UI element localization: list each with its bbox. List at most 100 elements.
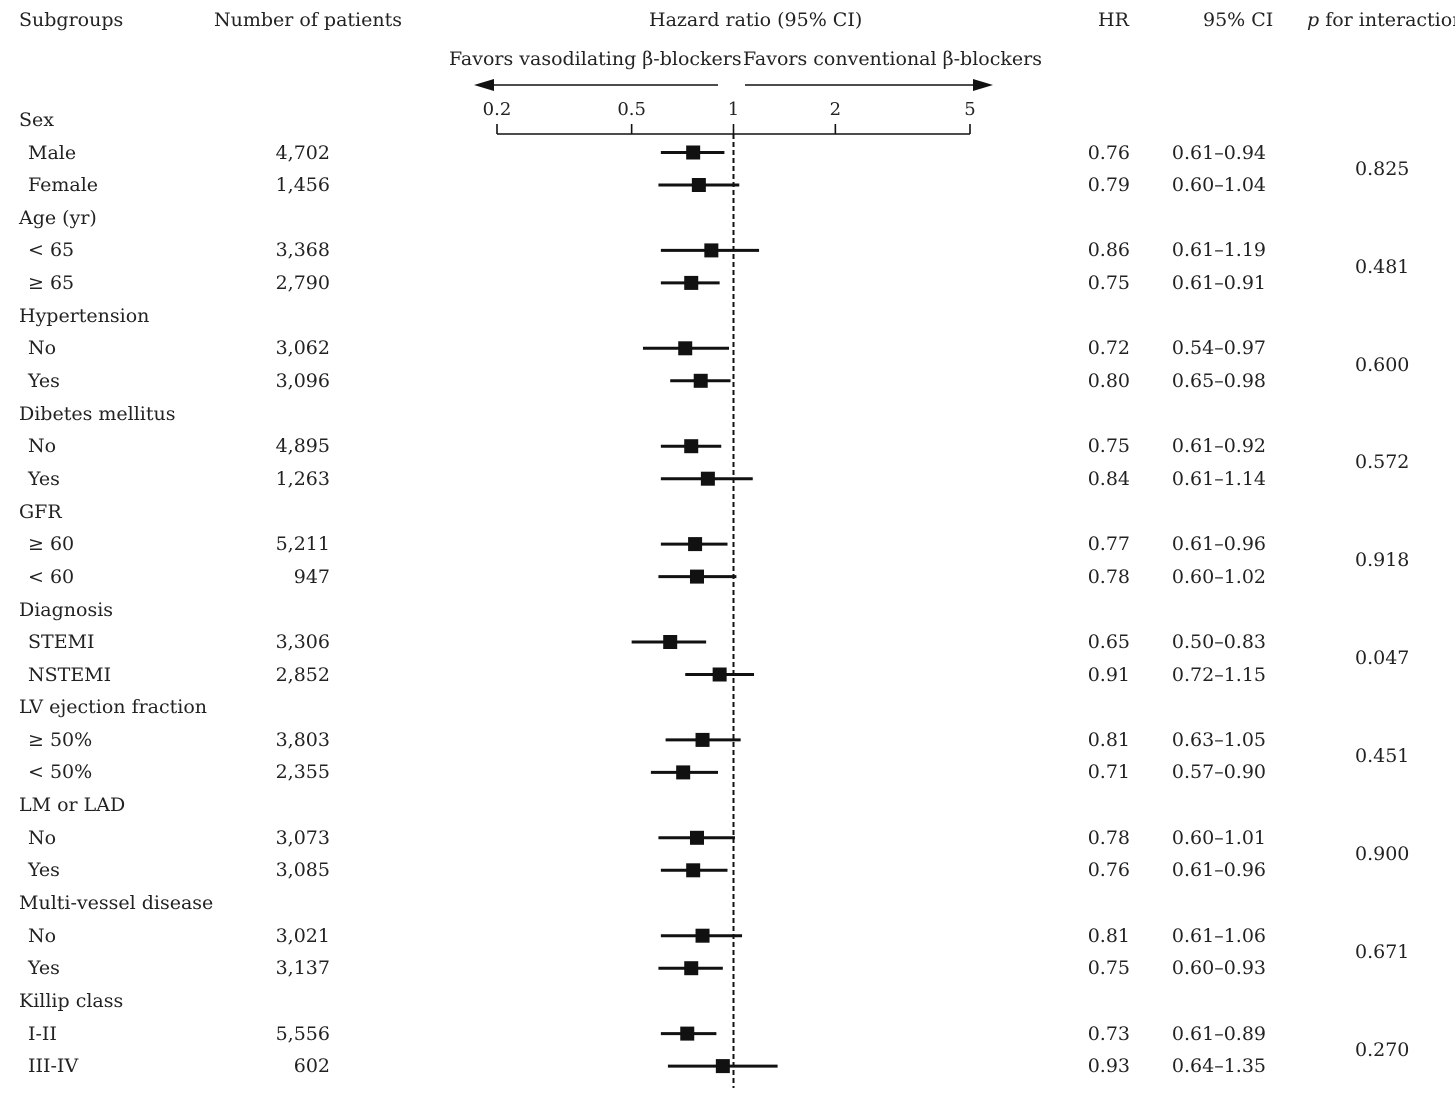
- row-label: ≥ 50%: [28, 728, 93, 751]
- row-n: 3,073: [275, 826, 330, 849]
- row-ci: 0.61–0.92: [1171, 435, 1266, 458]
- p-interaction-value: 0.671: [1355, 940, 1410, 963]
- row-label: No: [28, 826, 57, 849]
- subgroup-heading: Hypertension: [19, 304, 150, 327]
- row-label: Yes: [28, 957, 60, 980]
- p-interaction-value: 0.600: [1355, 353, 1410, 376]
- hr-marker: [712, 667, 727, 682]
- row-hr: 0.75: [1087, 435, 1130, 458]
- row-hr: 0.71: [1087, 761, 1130, 784]
- favors-left-label: Favors vasodilating β-blockers: [449, 48, 742, 70]
- subgroup-heading: Diagnosis: [19, 598, 114, 621]
- row-n: 2,790: [275, 271, 330, 294]
- row-ci: 0.65–0.98: [1171, 369, 1266, 392]
- row-hr: 0.80: [1087, 369, 1130, 392]
- header-subgroups: Subgroups: [19, 9, 124, 31]
- row-ci: 0.61–0.96: [1171, 859, 1266, 882]
- row-n: 602: [293, 1055, 330, 1078]
- hr-marker: [715, 1059, 730, 1074]
- header-p-italic: p: [1307, 9, 1320, 31]
- row-n: 3,085: [275, 859, 330, 882]
- hr-marker: [689, 569, 704, 584]
- hr-marker: [686, 863, 701, 878]
- row-hr: 0.75: [1087, 271, 1130, 294]
- favors-right-arrowhead: [973, 79, 993, 91]
- row-hr: 0.78: [1087, 826, 1130, 849]
- hr-marker: [689, 830, 704, 845]
- row-label: Yes: [28, 467, 60, 490]
- hr-marker: [663, 635, 678, 649]
- x-tick-label: 2: [830, 99, 841, 120]
- row-label: NSTEMI: [28, 663, 112, 686]
- favors-right-label: Favors conventional β-blockers: [743, 48, 1042, 70]
- row-ci: 0.50–0.83: [1171, 631, 1266, 653]
- row-n: 1,263: [275, 467, 330, 490]
- subgroup-heading: Sex: [19, 109, 54, 131]
- row-n: 4,702: [275, 141, 330, 164]
- row-hr: 0.73: [1087, 1022, 1130, 1045]
- hr-marker: [680, 1026, 695, 1041]
- row-label: < 50%: [28, 761, 93, 784]
- hr-marker: [695, 928, 710, 943]
- row-label: Male: [28, 141, 77, 164]
- hr-marker: [684, 961, 699, 976]
- hr-marker: [700, 471, 715, 486]
- header-p-rest: for interaction: [1319, 9, 1455, 31]
- row-ci: 0.72–1.15: [1171, 663, 1266, 686]
- row-ci: 0.60–0.93: [1171, 957, 1266, 980]
- x-tick-label: 0.5: [617, 99, 646, 120]
- hr-marker: [684, 439, 699, 454]
- hr-marker: [704, 243, 719, 258]
- p-interaction-value: 0.918: [1355, 549, 1410, 572]
- p-interaction-value: 0.481: [1355, 255, 1410, 278]
- row-label: I-II: [28, 1022, 57, 1045]
- row-hr: 0.76: [1087, 141, 1130, 164]
- row-ci: 0.61–0.96: [1171, 533, 1266, 556]
- row-ci: 0.60–1.02: [1171, 565, 1266, 588]
- row-hr: 0.93: [1087, 1055, 1130, 1078]
- row-n: 5,556: [275, 1022, 330, 1045]
- header-patients: Number of patients: [214, 9, 402, 31]
- row-ci: 0.61–0.94: [1171, 141, 1266, 164]
- header-ci: 95% CI: [1203, 9, 1274, 31]
- row-n: 5,211: [275, 533, 330, 556]
- row-label: No: [28, 435, 57, 458]
- row-ci: 0.61–1.19: [1171, 239, 1266, 262]
- row-n: 1,456: [275, 174, 330, 196]
- header-hr: HR: [1098, 9, 1129, 31]
- hr-marker: [691, 178, 706, 192]
- row-n: 3,306: [275, 631, 330, 653]
- row-label: < 60: [28, 565, 75, 588]
- row-ci: 0.61–1.14: [1171, 467, 1266, 490]
- x-tick-label: 5: [964, 99, 975, 120]
- row-n: 947: [293, 565, 330, 588]
- row-hr: 0.75: [1087, 957, 1130, 980]
- row-hr: 0.84: [1087, 467, 1130, 490]
- row-label: III-IV: [28, 1055, 79, 1078]
- row-n: 3,803: [275, 728, 330, 751]
- row-ci: 0.61–1.06: [1171, 924, 1266, 947]
- row-ci: 0.61–0.91: [1171, 271, 1266, 294]
- subgroup-heading: Killip class: [19, 990, 124, 1013]
- row-hr: 0.91: [1087, 663, 1130, 686]
- row-n: 3,368: [275, 239, 330, 262]
- row-hr: 0.72: [1087, 337, 1130, 360]
- row-label: ≥ 65: [28, 271, 75, 294]
- row-label: STEMI: [28, 631, 95, 653]
- p-interaction-value: 0.825: [1355, 157, 1410, 180]
- hr-marker: [695, 732, 710, 747]
- row-label: < 65: [28, 239, 75, 262]
- hr-marker: [686, 145, 701, 160]
- row-label: ≥ 60: [28, 533, 75, 556]
- row-ci: 0.60–1.01: [1171, 826, 1266, 849]
- row-n: 2,852: [275, 663, 330, 686]
- row-ci: 0.57–0.90: [1171, 761, 1266, 784]
- p-interaction-value: 0.451: [1355, 745, 1410, 768]
- row-ci: 0.54–0.97: [1171, 337, 1266, 360]
- row-n: 4,895: [275, 435, 330, 458]
- p-interaction-value: 0.572: [1355, 451, 1410, 474]
- row-n: 3,096: [275, 369, 330, 392]
- hr-marker: [678, 341, 693, 356]
- favors-left-arrowhead: [474, 79, 494, 91]
- row-label: Yes: [28, 369, 60, 392]
